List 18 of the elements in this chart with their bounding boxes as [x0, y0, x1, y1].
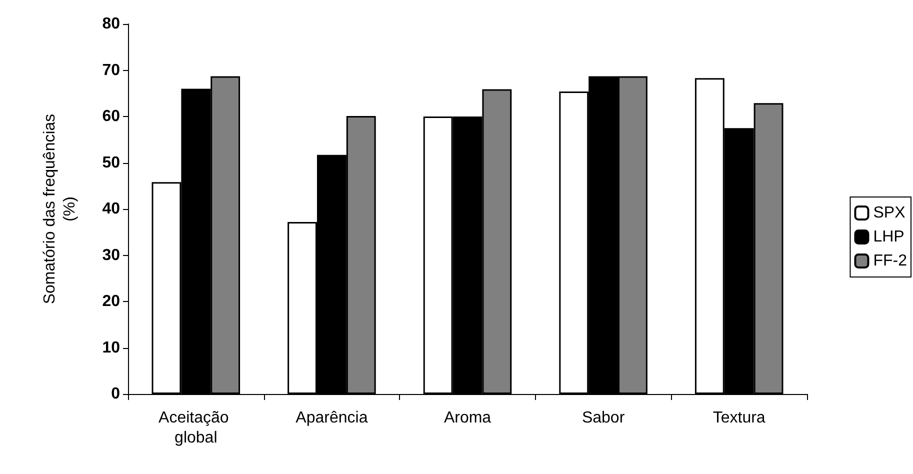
x-tick-label: Aparência — [296, 410, 368, 426]
y-tick-label: 80 — [102, 16, 120, 32]
x-tick-label: Aroma — [444, 410, 492, 426]
y-axis-title: Somatório das frequências (%) — [42, 114, 78, 304]
y-tick-label: 30 — [102, 246, 120, 264]
y-tick-label: 20 — [102, 293, 120, 310]
legend-label: LHP — [873, 228, 904, 246]
x-tick-label: Sabor — [582, 410, 626, 426]
y-tick-label: 40 — [102, 200, 120, 218]
y-tick-label: 10 — [102, 339, 120, 356]
y-tick-label: 70 — [102, 62, 120, 79]
y-tick-label: 0 — [111, 386, 120, 402]
x-tick-label: Textura — [712, 410, 766, 426]
y-tick-label: 50 — [102, 154, 120, 172]
legend-label: FF-2 — [873, 252, 908, 270]
legend-label: SPX — [873, 204, 906, 222]
x-tick-label: Aceitação global — [158, 410, 234, 446]
y-tick-label: 60 — [102, 108, 120, 125]
